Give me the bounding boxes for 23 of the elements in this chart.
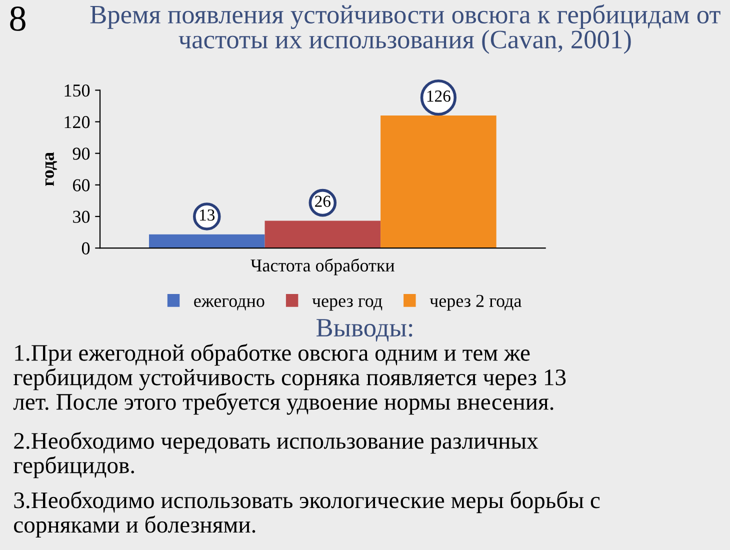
y-tick-label: 120 <box>64 116 90 128</box>
legend-label: ежегодно <box>194 298 264 310</box>
legend-label: через год <box>312 298 382 311</box>
text: Выводы: <box>316 319 412 342</box>
y-tick-label: 90 <box>72 148 90 160</box>
text: 2.Необходимо чередовать использование различных гербицидов. <box>14 432 538 478</box>
data-label: 26 <box>315 196 330 207</box>
bar <box>148 234 265 248</box>
bar <box>264 220 381 248</box>
x-axis-title: Частота обработки <box>250 258 394 276</box>
y-tick-label: 30 <box>73 210 90 223</box>
text: 3.Необходимо использовать экологические меры борьбы с сорняками и болезнями. <box>14 491 600 538</box>
legend-label: через 2 года <box>430 294 522 311</box>
chart-title: Время появления устойчивости овсюга к гербицидам от частоты их использования (Cavan, 2001) <box>90 4 720 54</box>
y-tick-label: 0 <box>82 242 90 254</box>
text: 8 <box>10 6 26 31</box>
bar <box>380 115 496 248</box>
text: 1.При ежегодной обработке овсюга одним и тем же гербицидом устойчивость сорняка появляется через 13 лет. После этого требуется удвоение нормы внесения. <box>13 344 566 415</box>
data-label: 126 <box>427 90 450 102</box>
y-axis-title: года <box>45 152 57 186</box>
data-label: 13 <box>200 209 215 221</box>
y-tick-label: 150 <box>64 84 90 97</box>
y-tick-label: 60 <box>73 179 90 192</box>
